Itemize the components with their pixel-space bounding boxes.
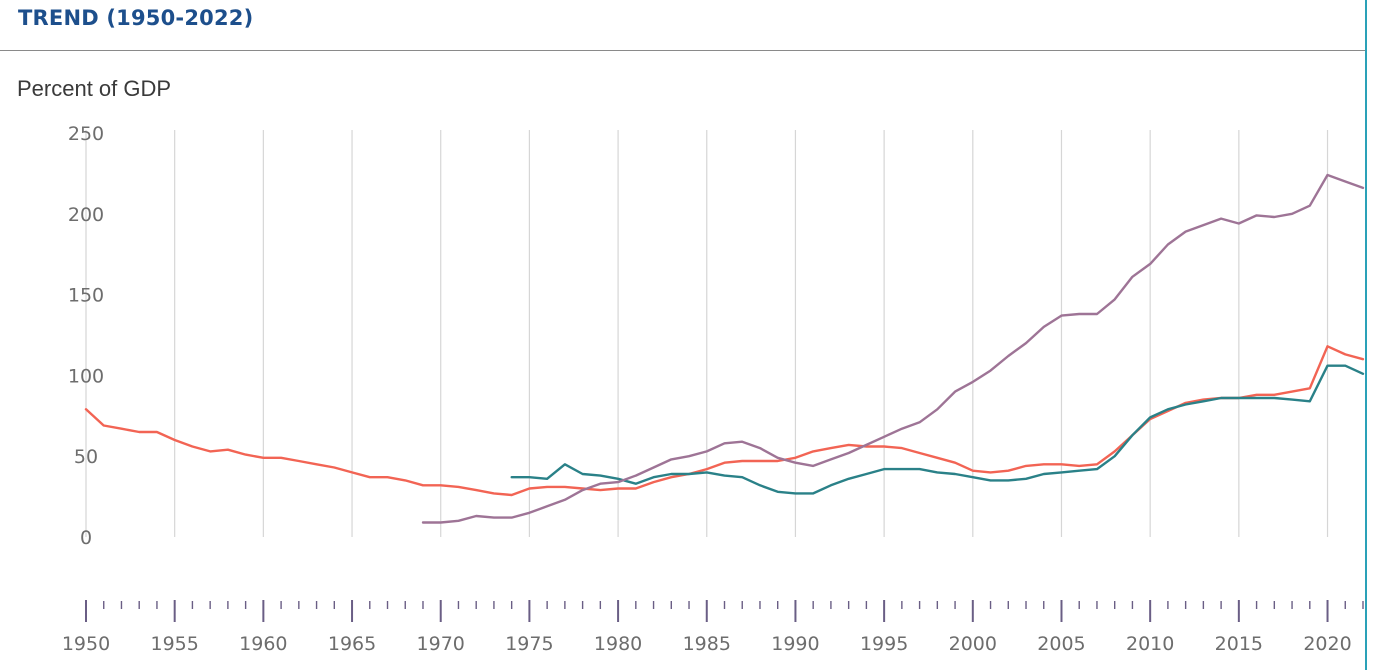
x-tick-label-2020: 2020 (1303, 633, 1351, 655)
y-tick-label-100: 100 (68, 365, 104, 387)
x-tick-label-1995: 1995 (860, 633, 908, 655)
series-line-1 (84, 345, 1365, 497)
right-edge-rule (1365, 0, 1367, 670)
y-axis-label: Percent of GDP (17, 76, 172, 101)
x-tick-label-1950: 1950 (62, 633, 110, 655)
series-line-2 (510, 364, 1365, 495)
chart-title: TREND (1950-2022) (18, 6, 254, 30)
series-lines (84, 173, 1365, 524)
x-tick-label-1985: 1985 (683, 633, 731, 655)
y-tick-label-150: 150 (68, 285, 104, 307)
y-tick-label-250: 250 (68, 123, 104, 145)
series-line-3 (421, 173, 1365, 524)
x-tick-label-2010: 2010 (1126, 633, 1174, 655)
gridlines (85, 130, 1329, 537)
y-tick-label-0: 0 (80, 527, 92, 549)
header-divider (0, 50, 1366, 51)
x-tick-label-1970: 1970 (417, 633, 465, 655)
x-axis: 1950 1955 1960 1965 1970 1975 1980 1985 1990 1995… (62, 600, 1364, 655)
x-tick-label-2015: 2015 (1215, 633, 1263, 655)
y-tick-label-50: 50 (74, 446, 98, 468)
x-tick-label-1965: 1965 (328, 633, 376, 655)
y-tick-label-200: 200 (68, 204, 104, 226)
x-tick-label-1975: 1975 (505, 633, 553, 655)
x-tick-label-1990: 1990 (771, 633, 819, 655)
x-tick-label-2000: 2000 (949, 633, 997, 655)
y-tick-labels: 0 50 100 150 200 250 (68, 123, 104, 549)
x-tick-label-1955: 1955 (151, 633, 199, 655)
x-tick-label-1960: 1960 (239, 633, 287, 655)
x-tick-label-1980: 1980 (594, 633, 642, 655)
x-tick-label-2005: 2005 (1037, 633, 1085, 655)
